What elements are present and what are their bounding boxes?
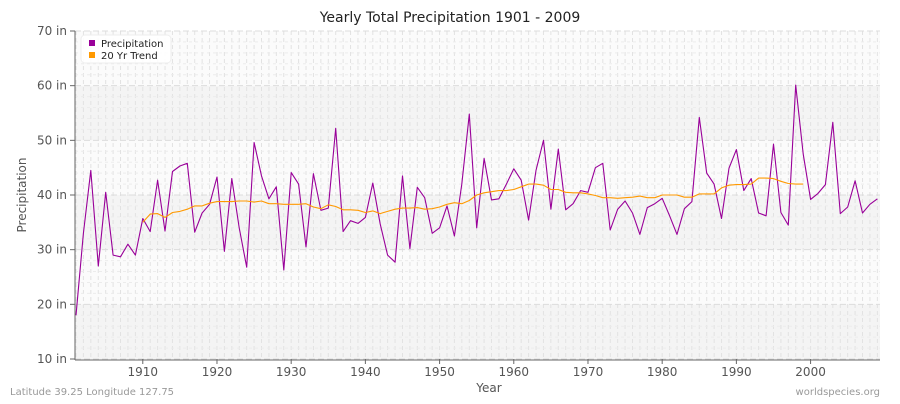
footer-location: Latitude 39.25 Longitude 127.75 <box>10 387 174 398</box>
x-tick-label: 1920 <box>202 365 233 379</box>
x-tick-label: 1960 <box>499 365 530 379</box>
legend-label-precipitation: Precipitation <box>101 39 164 50</box>
y-tick-label: 60 in <box>37 79 67 93</box>
x-tick-label: 1940 <box>350 365 381 379</box>
footer-source: worldspecies.org <box>796 387 880 398</box>
x-axis-label: Year <box>475 381 501 395</box>
y-tick-label: 40 in <box>37 188 67 202</box>
background-band <box>75 140 880 195</box>
y-axis-label: Precipitation <box>15 157 29 232</box>
x-tick-label: 2000 <box>795 365 826 379</box>
y-tick-label: 10 in <box>37 352 67 366</box>
legend-label-trend: 20 Yr Trend <box>101 51 158 62</box>
x-tick-label: 1970 <box>573 365 604 379</box>
y-tick-label: 70 in <box>37 24 67 38</box>
background-band <box>75 250 880 305</box>
y-axis-ticks: 10 in 20 in 30 in 40 in 50 in 60 in 70 in <box>37 24 75 366</box>
x-axis-ticks: 1910 1920 1930 1940 1950 1960 1970 1980 1990 2000 <box>128 359 826 379</box>
x-tick-label: 1930 <box>276 365 307 379</box>
y-tick-label: 20 in <box>37 297 67 311</box>
x-tick-label: 1950 <box>424 365 455 379</box>
background-band <box>75 31 880 86</box>
x-tick-label: 1990 <box>721 365 752 379</box>
legend-swatch-trend <box>89 52 95 58</box>
legend-swatch-precipitation <box>89 40 95 46</box>
chart-title: Yearly Total Precipitation 1901 - 2009 <box>319 10 581 26</box>
y-tick-label: 50 in <box>37 133 67 147</box>
background-band <box>75 304 880 359</box>
background-band <box>75 86 880 141</box>
y-tick-label: 30 in <box>37 243 67 257</box>
x-tick-label: 1980 <box>647 365 678 379</box>
legend: Precipitation 20 Yr Trend <box>81 35 171 63</box>
x-tick-label: 1910 <box>128 365 159 379</box>
